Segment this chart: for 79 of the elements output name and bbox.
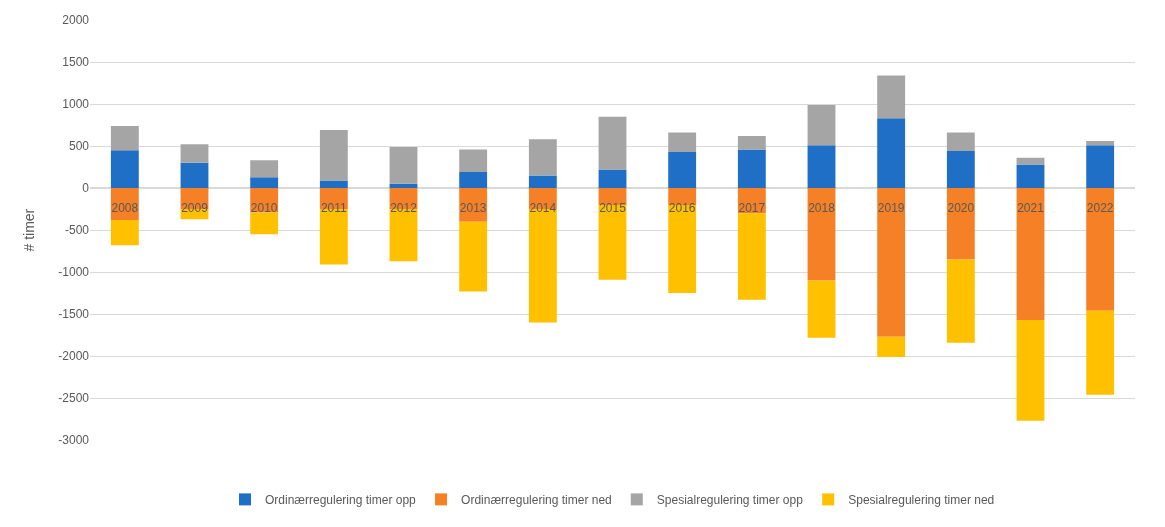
y-tick-label: -1000 <box>58 265 90 280</box>
y-tick-label: -1500 <box>58 307 90 322</box>
bar <box>1086 141 1115 146</box>
bar <box>1016 320 1045 421</box>
bar <box>946 132 975 152</box>
bar <box>807 104 836 146</box>
bar <box>668 204 697 294</box>
bar <box>459 221 488 292</box>
bar <box>1016 188 1045 321</box>
bar <box>877 118 906 189</box>
x-tick-label: 2012 <box>390 200 418 215</box>
bar <box>180 144 209 163</box>
bar <box>946 151 975 189</box>
y-axis-title: # timer <box>20 208 37 252</box>
y-tick-label: 0 <box>82 181 90 196</box>
bar <box>598 116 627 170</box>
bar <box>668 151 697 189</box>
x-tick-label: 2020 <box>947 200 975 215</box>
bar <box>528 139 557 176</box>
bar <box>389 146 418 184</box>
bar <box>668 188 697 205</box>
legend-label: Spesialregulering timer opp <box>656 493 804 508</box>
bar <box>528 175 557 189</box>
bar <box>389 183 418 189</box>
x-tick-label: 2008 <box>111 200 139 215</box>
bar <box>877 75 906 119</box>
bar <box>946 188 975 260</box>
bar <box>1016 157 1045 165</box>
bar <box>807 145 836 189</box>
bar <box>946 259 975 343</box>
x-tick-label: 2017 <box>738 200 766 215</box>
legend-label: Spesialregulering timer ned <box>848 493 995 508</box>
bar <box>807 188 836 281</box>
x-tick-label: 2010 <box>250 200 278 215</box>
bar <box>250 177 279 189</box>
bar <box>250 212 279 235</box>
y-tick-label: -500 <box>64 223 90 238</box>
x-tick-label: 2014 <box>529 200 557 215</box>
bar <box>110 125 139 151</box>
x-tick-label: 2013 <box>459 200 487 215</box>
x-tick-label: 2018 <box>808 200 836 215</box>
bar <box>110 150 139 189</box>
bar <box>598 204 627 280</box>
x-tick-label: 2015 <box>599 200 627 215</box>
bar <box>737 213 766 300</box>
bar <box>1016 164 1045 189</box>
x-tick-label: 2019 <box>877 200 905 215</box>
x-tick-label: 2021 <box>1017 200 1045 215</box>
y-tick-label: -2500 <box>58 391 90 406</box>
y-tick-label: 2000 <box>62 13 90 28</box>
y-tick-label: -3000 <box>58 433 90 448</box>
legend-label: Ordinærregulering timer opp <box>265 493 417 508</box>
bar <box>459 172 488 189</box>
bar <box>459 149 488 173</box>
y-tick-label: 1500 <box>62 55 90 70</box>
x-tick-label: 2016 <box>668 200 696 215</box>
bar <box>180 162 209 189</box>
x-tick-label: 2009 <box>181 200 209 215</box>
bar <box>1086 310 1115 395</box>
y-tick-label: 1000 <box>62 97 90 112</box>
x-tick-label: 2022 <box>1086 200 1114 215</box>
bar <box>877 188 906 337</box>
bar <box>807 280 836 338</box>
bar <box>877 336 906 357</box>
bar <box>737 135 766 150</box>
bar <box>1086 188 1115 311</box>
bar <box>737 149 766 189</box>
y-tick-label: 500 <box>68 139 90 154</box>
bar <box>319 130 348 181</box>
bar <box>319 180 348 189</box>
y-tick-label: -2000 <box>58 349 90 364</box>
x-tick-label: 2011 <box>320 200 348 215</box>
bar <box>250 160 279 178</box>
bar <box>110 220 139 246</box>
legend-label: Ordinærregulering timer ned <box>461 493 612 508</box>
bar <box>668 132 697 152</box>
bar <box>598 188 627 205</box>
bar <box>1086 145 1115 189</box>
bar <box>598 169 627 189</box>
